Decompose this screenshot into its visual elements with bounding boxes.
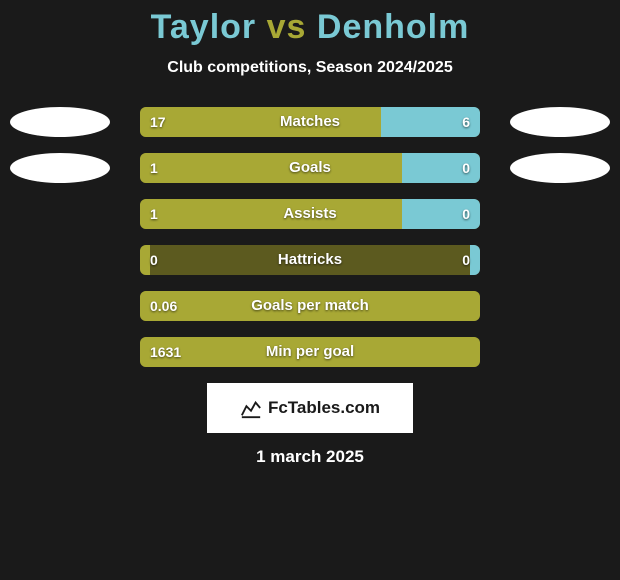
player1-badge [10, 153, 110, 183]
stat-label: Hattricks [140, 245, 480, 275]
stat-track: 10Assists [140, 199, 480, 229]
left-fill [140, 337, 480, 367]
stat-row: 0 0Hattricks [0, 245, 620, 275]
right-value: 0 [462, 199, 470, 229]
left-fill [140, 291, 480, 321]
branding-box: FcTables.com [207, 383, 413, 433]
stat-row: 1631Min per goal [0, 337, 620, 367]
player2-badge [510, 107, 610, 137]
left-value: 17 [150, 107, 166, 137]
player1-badge [10, 107, 110, 137]
left-value: 0 [150, 245, 158, 275]
player2-name: Denholm [317, 8, 469, 46]
left-value: 1 [150, 153, 158, 183]
left-fill [140, 245, 150, 275]
left-value: 1 [150, 199, 158, 229]
left-value: 0.06 [150, 291, 177, 321]
stat-track: 176Matches [140, 107, 480, 137]
stat-track: 0.06Goals per match [140, 291, 480, 321]
date-text: 1 march 2025 [0, 447, 620, 467]
stat-track: 0 0Hattricks [140, 245, 480, 275]
left-fill [140, 153, 402, 183]
stat-row: 0.06Goals per match [0, 291, 620, 321]
stat-row: 176Matches [0, 107, 620, 137]
left-fill [140, 107, 381, 137]
comparison-title: Taylor vs Denholm [0, 0, 620, 47]
branding-text: FcTables.com [268, 398, 380, 418]
right-value: 0 [462, 245, 470, 275]
right-fill [470, 245, 480, 275]
player2-badge [510, 153, 610, 183]
vs-text: vs [267, 8, 307, 46]
right-value: 6 [462, 107, 470, 137]
right-value: 0 [462, 153, 470, 183]
player1-name: Taylor [151, 8, 257, 46]
stat-row: 10Goals [0, 153, 620, 183]
stat-row: 10Assists [0, 199, 620, 229]
left-fill [140, 199, 402, 229]
stat-track: 10Goals [140, 153, 480, 183]
stats-container: 176Matches10Goals10Assists00Hattricks0.0… [0, 107, 620, 367]
subtitle: Club competitions, Season 2024/2025 [0, 59, 620, 77]
stat-track: 1631Min per goal [140, 337, 480, 367]
left-value: 1631 [150, 337, 181, 367]
chart-icon [240, 397, 262, 419]
